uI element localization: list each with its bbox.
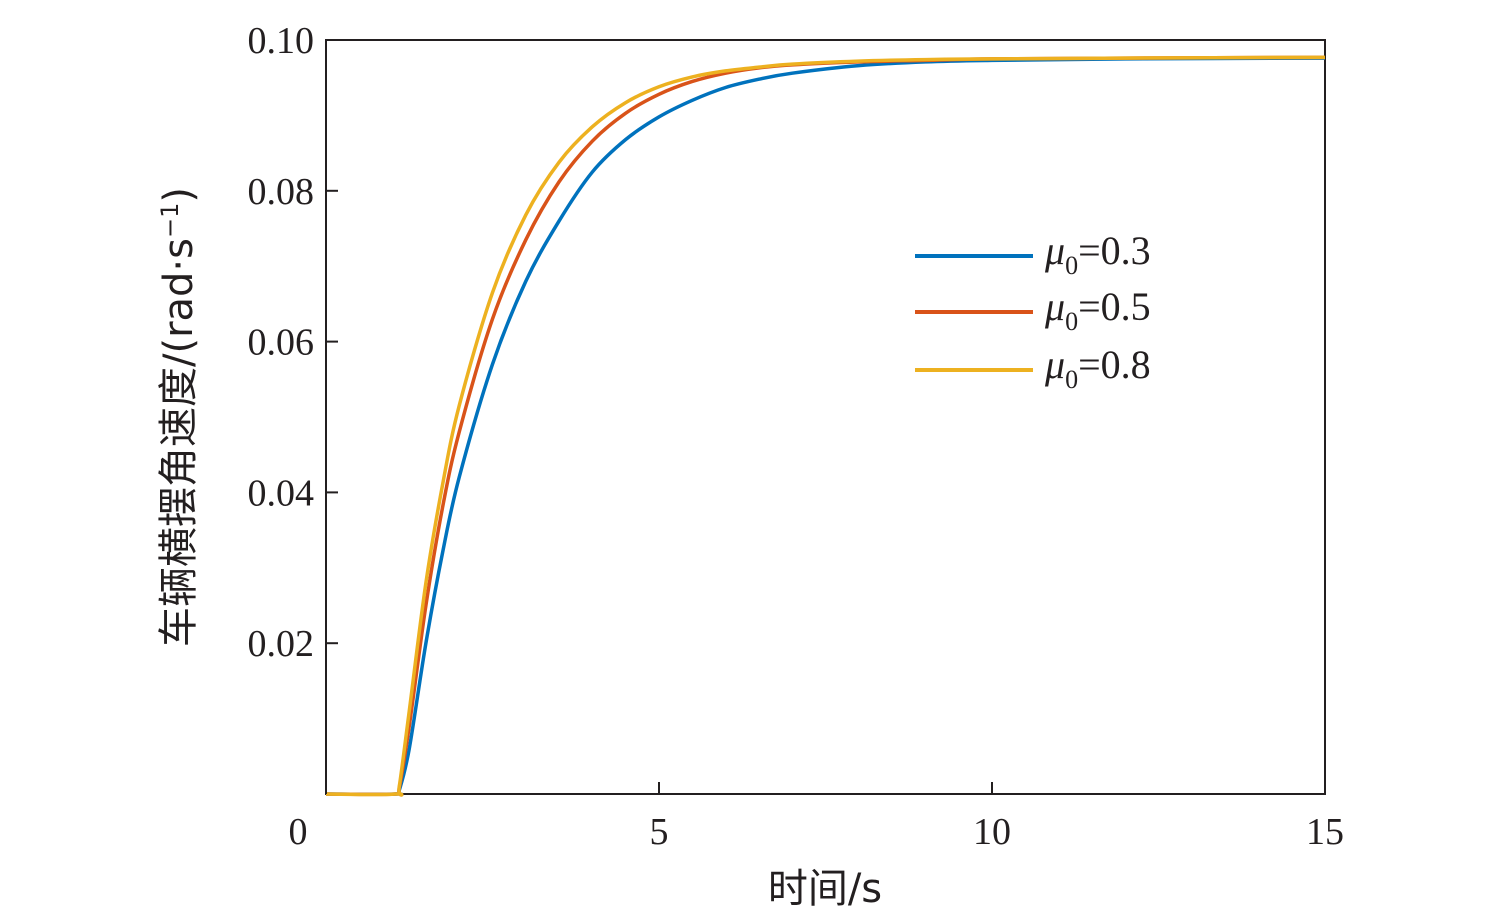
series-layer (325, 55, 1326, 797)
y-tick-label: 0.02 (248, 623, 315, 665)
legend-subscript: 0 (1065, 365, 1078, 394)
y-axis-label-unit-s: s (156, 238, 202, 259)
x-tick-label: 15 (1306, 811, 1344, 853)
y-tick-label: 0.08 (248, 171, 315, 213)
y-axis-label-dot: · (156, 259, 202, 272)
y-tick-label: 0.10 (248, 20, 315, 62)
y-tick-label: 0.06 (248, 322, 315, 364)
legend-mu-symbol: μ (1044, 284, 1065, 329)
y-axis-label: 车辆横摆角速度/(rad·s−1) (156, 187, 202, 647)
plot-area (325, 39, 1326, 795)
legend-mu-symbol: μ (1044, 342, 1065, 387)
legend-subscript: 0 (1065, 251, 1078, 280)
y-axis-label-main: 车辆横摆角速度/(rad (156, 272, 202, 647)
y-axis-label-exponent: −1 (156, 203, 184, 238)
legend-label-mu-0.3: μ0=0.3 (1044, 228, 1151, 280)
legend-value: =0.8 (1078, 342, 1151, 387)
y-axis-label-close: ) (156, 187, 202, 203)
y-tick-label: 0.04 (248, 472, 315, 514)
ticks-layer: 0 5 10 15 0.02 0.04 0.06 0.08 0.10 (248, 20, 1345, 853)
legend: μ0=0.3 μ0=0.5 μ0=0.8 (915, 228, 1151, 394)
x-tick-label: 10 (973, 811, 1011, 853)
legend-value: =0.3 (1078, 228, 1151, 273)
x-tick-label: 0 (289, 811, 308, 853)
legend-label-mu-0.8: μ0=0.8 (1044, 342, 1151, 394)
legend-label-mu-0.5: μ0=0.5 (1044, 284, 1151, 336)
legend-subscript: 0 (1065, 307, 1078, 336)
legend-value: =0.5 (1078, 284, 1151, 329)
x-tick-label: 5 (650, 811, 669, 853)
x-axis-label: 时间/s (768, 866, 882, 912)
legend-mu-symbol: μ (1044, 228, 1065, 273)
series-line-μ0=0.8 (325, 55, 1326, 797)
